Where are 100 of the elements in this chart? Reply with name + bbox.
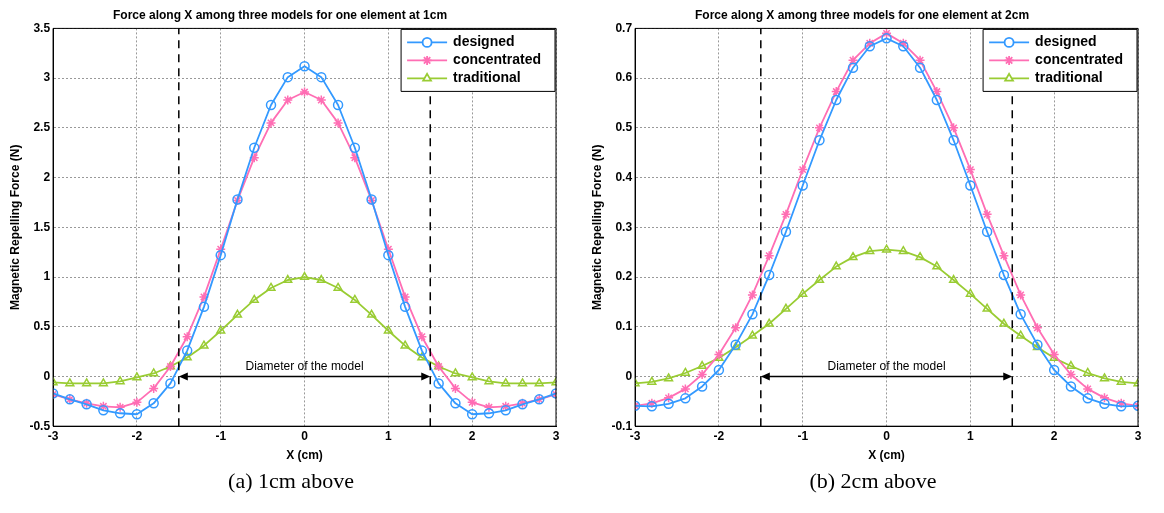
- point: [114, 402, 126, 413]
- point: [283, 274, 293, 284]
- point: [282, 71, 294, 83]
- point: [1032, 322, 1043, 333]
- point: [781, 303, 791, 312]
- y-tick-label: 0: [43, 368, 51, 383]
- point: [249, 142, 260, 153]
- point: [81, 378, 92, 387]
- text: (b) 2cm above: [808, 468, 938, 494]
- point: [65, 378, 75, 387]
- point: [450, 383, 461, 394]
- y-tick-label: 2: [43, 169, 51, 184]
- point: [663, 392, 674, 404]
- y-tick-label: 1.5: [33, 219, 51, 234]
- point: [181, 331, 193, 342]
- x-axis-title: X (cm): [868, 448, 905, 463]
- point: [948, 135, 959, 146]
- point: [483, 408, 495, 419]
- point: [132, 372, 142, 381]
- x-tick-label: 1: [385, 428, 393, 443]
- y-tick-label: 0.7: [615, 20, 633, 35]
- point: [366, 309, 377, 318]
- point: [383, 243, 394, 255]
- x-tick-label: -2: [131, 428, 143, 443]
- point: [915, 251, 925, 261]
- point: [831, 94, 842, 106]
- point: [265, 117, 277, 129]
- chart-title: Force along X among three models for one element at 2cm: [694, 7, 1030, 22]
- point: [831, 261, 841, 270]
- point: [1048, 364, 1060, 376]
- point: [763, 250, 775, 261]
- point: [115, 376, 125, 385]
- point: [316, 274, 326, 284]
- point: [316, 94, 327, 106]
- point: [696, 369, 708, 380]
- point: [780, 209, 792, 220]
- point: [484, 376, 494, 385]
- point: [680, 393, 691, 404]
- y-axis-title: Magnetic Repelling Force (N): [7, 144, 22, 310]
- point: [663, 398, 674, 410]
- point: [1065, 369, 1077, 380]
- point: [316, 71, 327, 83]
- point: [399, 291, 411, 303]
- point: [747, 309, 758, 320]
- point: [98, 378, 109, 387]
- x-tick-label: -2: [713, 428, 725, 443]
- point: [249, 294, 259, 303]
- chart-title: Force along X among three models for one element at 1cm: [112, 7, 448, 22]
- x-tick-label: 0: [301, 428, 309, 443]
- point: [383, 325, 394, 334]
- point: [1099, 398, 1110, 410]
- point: [399, 301, 411, 313]
- point: [798, 288, 808, 297]
- point: [898, 245, 908, 255]
- point: [914, 62, 926, 73]
- point: [780, 226, 792, 238]
- point: [182, 352, 192, 361]
- x-tick-label: 3: [552, 428, 560, 443]
- y-tick-label: 0.3: [615, 219, 633, 234]
- point: [265, 99, 277, 111]
- point: [697, 360, 707, 370]
- point: [332, 99, 344, 111]
- y-tick-label: 0.4: [615, 169, 633, 184]
- point: [249, 152, 260, 163]
- point: [400, 340, 410, 349]
- y-tick-label: 0: [625, 368, 633, 383]
- point: [747, 330, 758, 339]
- point: [965, 288, 976, 297]
- point: [1015, 289, 1026, 301]
- point: [948, 122, 959, 134]
- legend-label: designed: [1035, 33, 1097, 50]
- point: [517, 378, 528, 387]
- point: [847, 62, 859, 73]
- point: [696, 381, 708, 392]
- point: [981, 209, 993, 220]
- point: [932, 261, 942, 270]
- point: [165, 378, 176, 389]
- x-tick-label: 0: [883, 428, 891, 443]
- point: [467, 372, 477, 381]
- y-tick-label: 2.5: [33, 120, 51, 135]
- point: [299, 60, 310, 72]
- point: [1016, 330, 1026, 339]
- point: [501, 378, 511, 387]
- point: [1066, 360, 1076, 370]
- x-tick-label: 2: [1050, 428, 1058, 443]
- point: [114, 408, 126, 419]
- legend-label: concentrated: [1035, 51, 1124, 68]
- y-tick-label: 0.6: [615, 70, 633, 85]
- point: [998, 250, 1010, 261]
- point: [881, 33, 892, 44]
- y-tick-label: 0.1: [615, 319, 633, 334]
- y-tick-label: 0.5: [615, 120, 633, 135]
- legend-label: designed: [453, 33, 515, 50]
- point: [450, 398, 461, 409]
- x-tick-label: -1: [215, 428, 227, 443]
- point: [417, 352, 427, 361]
- point: [232, 309, 243, 318]
- point: [847, 54, 859, 66]
- point: [965, 180, 976, 191]
- point: [865, 245, 875, 255]
